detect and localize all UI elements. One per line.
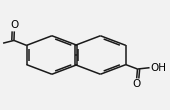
- Text: O: O: [133, 80, 141, 89]
- Text: O: O: [10, 20, 18, 30]
- Text: OH: OH: [150, 63, 166, 73]
